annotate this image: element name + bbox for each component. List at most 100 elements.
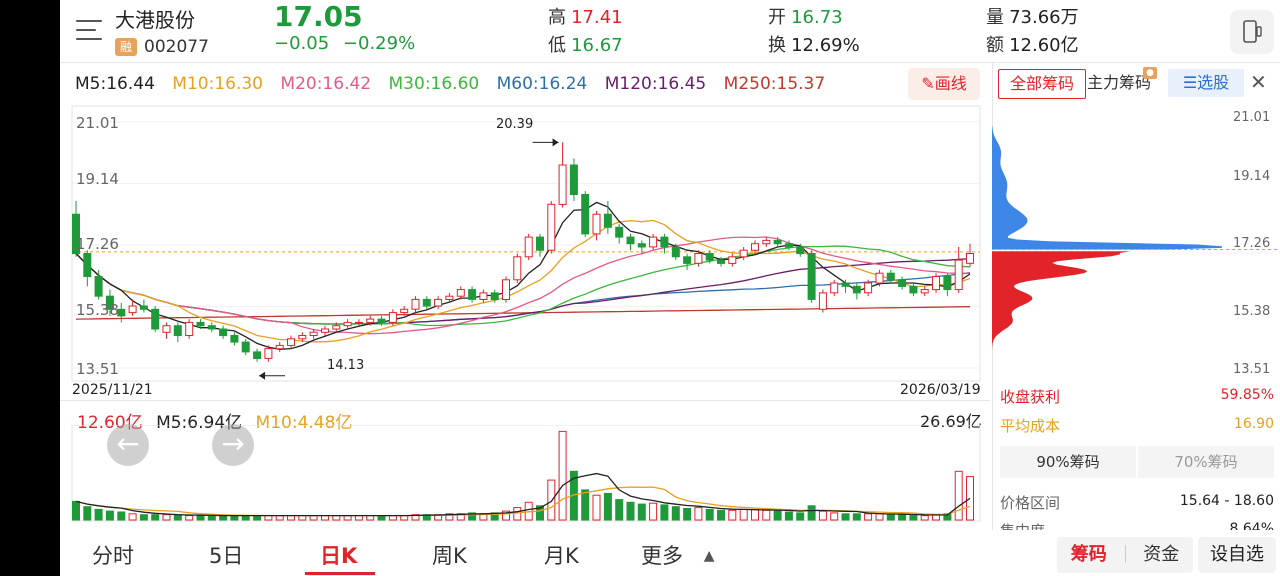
candle-body xyxy=(72,213,80,255)
volume-bar xyxy=(388,515,397,521)
tab-all-chips[interactable]: 全部筹码 xyxy=(998,69,1086,99)
prev-arrow-icon[interactable]: ← xyxy=(107,424,149,466)
volume-bar xyxy=(241,515,250,521)
candle-body xyxy=(852,285,861,294)
candle-body xyxy=(94,276,103,297)
candle-body xyxy=(411,298,420,310)
high-mark-label: 20.39 xyxy=(496,117,534,132)
lock-icon: ● xyxy=(1143,67,1157,79)
kline-chart[interactable] xyxy=(60,100,990,400)
tab-day-k[interactable]: 日K xyxy=(320,544,358,568)
candle-body xyxy=(547,203,556,251)
volume-bar xyxy=(468,512,477,521)
volume-bar xyxy=(502,510,510,521)
phone-icon xyxy=(1243,20,1262,43)
quote-turnover: 换 12.69% xyxy=(768,35,860,56)
tab-main-chips[interactable]: 主力筹码 ● xyxy=(1087,67,1157,97)
volume-bar xyxy=(649,502,658,521)
volume-bar xyxy=(660,504,669,521)
candle-body xyxy=(841,282,850,287)
volume-bar xyxy=(864,513,873,521)
volume-bar xyxy=(151,514,160,521)
chips-70-button[interactable]: 70%筹码 xyxy=(1138,446,1274,478)
volume-bar xyxy=(162,514,171,521)
volume-bar xyxy=(558,430,567,521)
tab-more[interactable]: 更多 ▲ xyxy=(641,544,715,568)
volume-bar xyxy=(852,513,861,521)
concentration-label: 集中度 xyxy=(1000,522,1046,532)
current-price: 17.05 xyxy=(274,0,363,33)
candle-body xyxy=(513,256,522,281)
draw-line-button[interactable]: ✎画线 xyxy=(908,68,980,100)
volume-bar xyxy=(739,508,748,521)
candle-body xyxy=(230,335,239,343)
candle-body xyxy=(219,328,228,337)
candle-body xyxy=(207,325,216,330)
add-watchlist-button[interactable]: 设自选 xyxy=(1198,537,1276,573)
candle-body xyxy=(185,321,194,336)
candle-body xyxy=(671,246,680,258)
portrait-mode-button[interactable] xyxy=(1230,10,1274,54)
candle-body xyxy=(796,246,805,255)
candle-body xyxy=(818,292,827,310)
funds-button[interactable]: 资金 xyxy=(1143,544,1180,565)
low-arrowhead xyxy=(259,371,266,380)
amount-value: 12.60亿 xyxy=(1009,35,1079,56)
volume-bar xyxy=(966,476,974,521)
volume-bar xyxy=(717,509,725,521)
candle-body xyxy=(705,253,714,261)
next-arrow-icon[interactable]: → xyxy=(212,424,254,466)
volume-bar xyxy=(603,492,612,521)
candle-body xyxy=(388,312,397,323)
volume-bar xyxy=(173,515,182,521)
volume-bar xyxy=(207,515,216,521)
chips-toggle-button[interactable]: 筹码 资金 xyxy=(1057,537,1193,573)
candle-body xyxy=(592,213,601,235)
volume-bar xyxy=(954,470,963,521)
chips-90-button[interactable]: 90%筹码 xyxy=(1000,446,1136,478)
turnover-value: 12.69% xyxy=(791,35,860,56)
stock-name: 大港股份 xyxy=(115,8,195,32)
menu-icon[interactable] xyxy=(76,18,104,42)
quote-high: 高 17.41 xyxy=(548,7,623,28)
volume-bar xyxy=(536,505,544,521)
pencil-icon: ✎ xyxy=(921,74,935,93)
candle-body xyxy=(105,295,114,310)
volume-bar xyxy=(773,510,782,521)
volume-bar xyxy=(309,515,318,521)
quote-low: 低 16.67 xyxy=(548,35,623,56)
volume-bar xyxy=(253,515,262,521)
high-value: 17.41 xyxy=(571,7,623,28)
close-icon[interactable]: ✕ xyxy=(1250,70,1267,94)
low-mark-label: 14.13 xyxy=(327,358,365,373)
axis-tick-label: 15.38 xyxy=(1233,304,1271,319)
ma30-label: M30:16.60 xyxy=(388,74,480,94)
concentration-row: 集中度 8.64% xyxy=(992,518,1280,532)
candle-body xyxy=(660,236,669,248)
candle-body xyxy=(196,321,205,327)
volume-bar xyxy=(818,510,827,521)
candle-body xyxy=(253,351,262,359)
tab-5day[interactable]: 5日 xyxy=(209,544,244,568)
candle-body xyxy=(434,298,443,307)
candle-body xyxy=(162,325,171,333)
candle-body xyxy=(875,272,884,284)
profit-value: 59.85% xyxy=(1220,387,1274,403)
tab-month-k[interactable]: 月K xyxy=(544,544,579,568)
ma10-line xyxy=(75,219,971,343)
price-range-value: 15.64 - 18.60 xyxy=(1179,493,1274,509)
volume-bar xyxy=(445,513,454,521)
volume-bar xyxy=(219,515,228,521)
volume-bar xyxy=(694,507,703,521)
candle-body xyxy=(400,308,409,314)
tab-fenshi[interactable]: 分时 xyxy=(92,544,134,568)
volume-m10: M10:4.48亿 xyxy=(255,413,353,433)
volume-bar xyxy=(117,511,126,521)
volume-bar xyxy=(298,515,307,521)
ma250-label: M250:15.37 xyxy=(723,74,826,94)
volume-bar xyxy=(875,513,884,521)
tab-pick-stock[interactable]: ☰选股 xyxy=(1168,69,1244,97)
tab-week-k[interactable]: 周K xyxy=(432,544,467,568)
price-change: −0.05 −0.29% xyxy=(274,33,415,54)
volume-bar xyxy=(592,494,601,521)
